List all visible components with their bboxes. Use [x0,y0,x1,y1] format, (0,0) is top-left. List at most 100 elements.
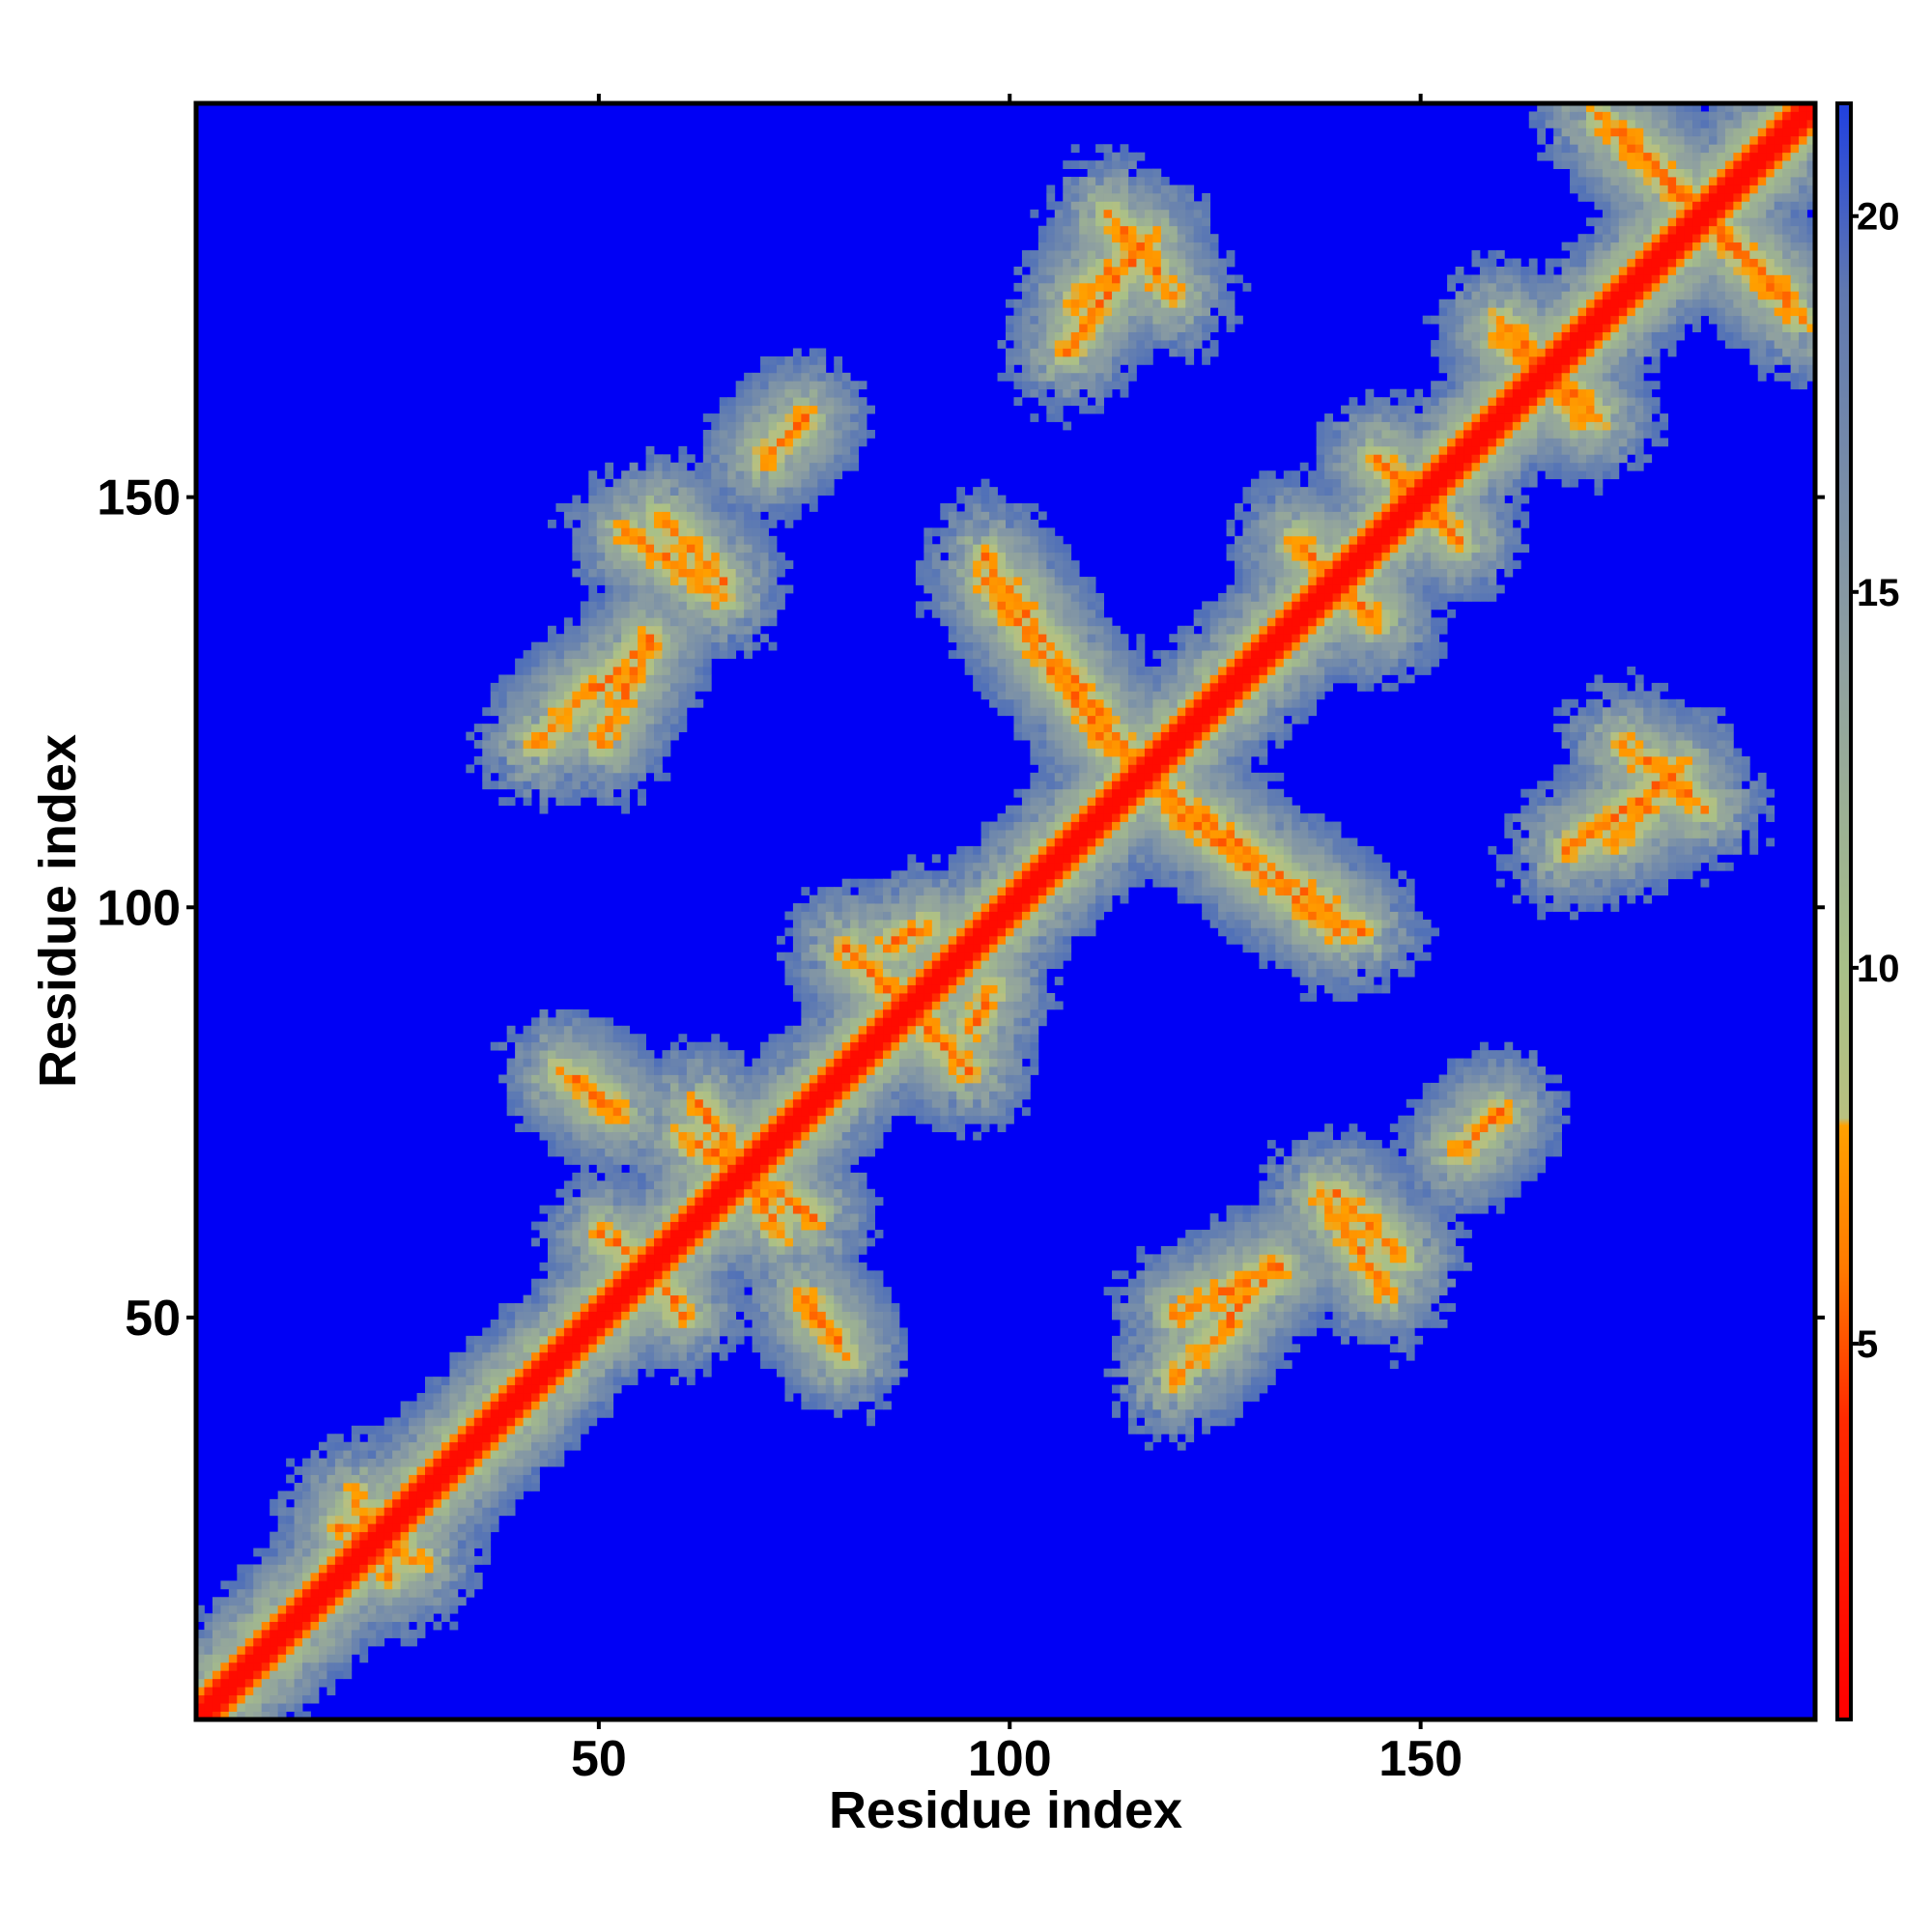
heatmap-cell [449,1531,459,1541]
heatmap-cell [768,1262,778,1271]
heatmap-cell [457,1515,467,1524]
heatmap-cell [629,478,639,488]
heatmap-cell [572,1123,582,1133]
heatmap-cell [506,1034,516,1043]
heatmap-cell [384,1531,393,1541]
heatmap-cell [850,454,860,464]
heatmap-cell [638,1254,646,1264]
heatmap-cell [506,1384,516,1394]
heatmap-cell [367,1523,377,1533]
heatmap-cell [898,968,908,978]
heatmap-cell [719,397,728,407]
heatmap-cell [220,1694,230,1704]
heatmap-cell [768,1131,778,1141]
heatmap-cell [580,1230,589,1238]
heatmap-cell [515,1377,524,1385]
heatmap-cell [596,634,606,643]
heatmap-cell [891,1034,900,1043]
heatmap-cell [809,1082,818,1092]
heatmap-cell [695,1107,704,1117]
heatmap-cell [343,1548,353,1557]
heatmap-cell [302,1466,311,1475]
heatmap-cell [867,1303,875,1312]
heatmap-cell [629,764,639,774]
heatmap-cell [686,527,696,537]
heatmap-cell [588,1050,598,1059]
heatmap-cell [580,1245,589,1255]
heatmap-cell [466,1351,475,1361]
heatmap-cell [605,609,614,618]
heatmap-cell [409,1630,417,1638]
heatmap-cell [359,1450,369,1460]
heatmap-cell [669,667,679,675]
heatmap-cell [654,641,663,651]
heatmap-cell [645,511,655,521]
heatmap-cell [760,1311,769,1321]
heatmap-cell [286,1687,295,1696]
heatmap-cell [662,560,671,570]
heatmap-cell [638,1197,646,1207]
heatmap-cell [638,1115,646,1124]
heatmap-cell [416,1491,426,1500]
heatmap-cell [801,944,810,953]
heatmap-cell [776,1107,785,1117]
heatmap-cell [752,1245,761,1255]
heatmap-cell [612,511,622,521]
heatmap-cell [261,1580,270,1590]
heatmap-cell [841,1287,851,1296]
heatmap-cell [923,1066,933,1075]
heatmap-cell [416,1393,426,1402]
heatmap-cell [825,1270,835,1280]
heatmap-cell [359,1466,369,1475]
heatmap-cell [359,1491,369,1500]
heatmap-cell [440,1580,450,1590]
heatmap-cell [744,1197,753,1207]
heatmap-cell [940,1050,950,1059]
heatmap-cell [669,577,679,585]
heatmap-cell [547,625,556,635]
heatmap-cell [948,919,957,928]
heatmap-cell [596,1107,606,1117]
heatmap-cell [596,1262,606,1271]
heatmap-cell [834,919,843,928]
heatmap-cell [367,1580,377,1590]
heatmap-cell [867,952,875,961]
heatmap-cell [261,1711,270,1720]
heatmap-cell [792,1025,802,1035]
heatmap-cell [964,878,974,888]
heatmap-cell [891,1327,900,1337]
heatmap-cell [883,1319,892,1328]
heatmap-cell [588,1172,598,1181]
heatmap-cell [727,1287,737,1296]
heatmap-cell [923,1107,933,1117]
heatmap-cell [915,862,924,871]
heatmap-cell [555,764,565,774]
heatmap-cell [654,667,663,675]
heatmap-cell [695,601,704,611]
heatmap-cell [515,1368,524,1378]
heatmap-cell [425,1556,434,1565]
heatmap-cell [228,1621,238,1631]
heatmap-cell [351,1474,360,1484]
heatmap-cell [686,1287,696,1296]
heatmap-cell [605,1082,614,1092]
heatmap-cell [572,1058,582,1067]
heatmap-cell [735,560,745,570]
heatmap-cell [940,511,950,521]
heatmap-cell [580,667,589,675]
heatmap-cell [719,1148,728,1157]
heatmap-cell [547,1205,556,1214]
heatmap-cell [801,1311,810,1321]
heatmap-cell [784,438,794,447]
heatmap-cell [980,1074,990,1084]
heatmap-cell [964,641,974,651]
heatmap-cell [898,1050,908,1059]
heatmap-cell [792,927,802,937]
heatmap-cell [678,1335,688,1345]
heatmap-cell [531,781,540,790]
heatmap-cell [539,1230,549,1238]
heatmap-cell [473,1434,483,1443]
heatmap-cell [850,919,860,928]
heatmap-cell [531,691,540,700]
heatmap-cell [801,1245,810,1255]
